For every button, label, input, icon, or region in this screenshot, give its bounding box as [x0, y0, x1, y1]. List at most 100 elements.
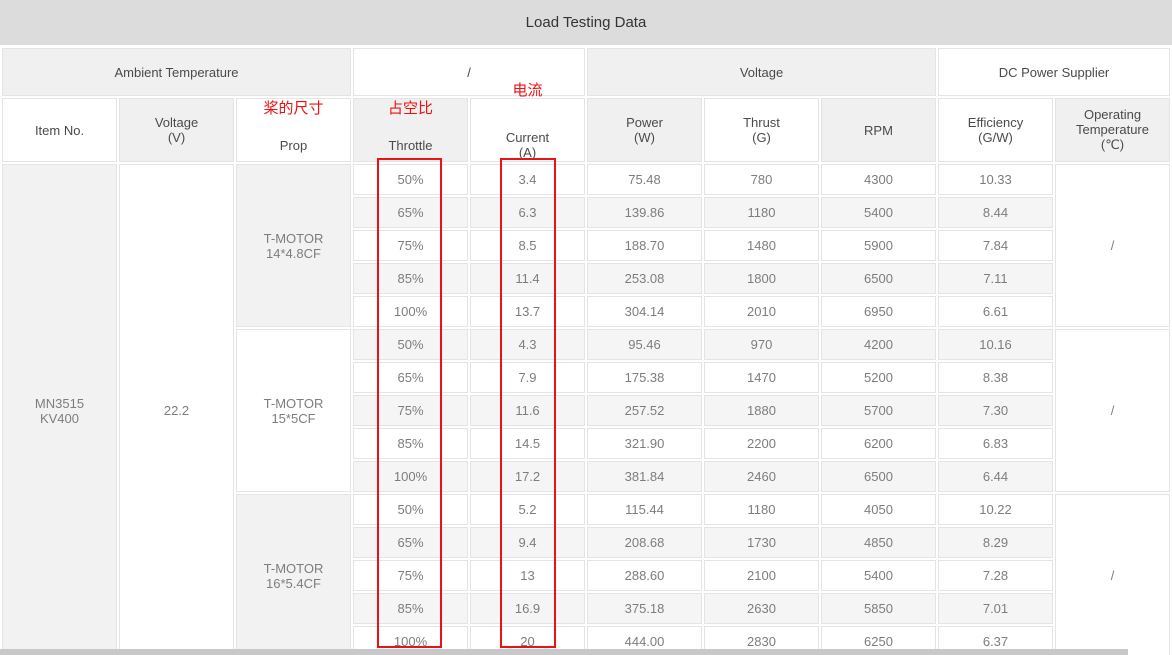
efficiency-cell: 8.29 — [938, 527, 1053, 558]
data-row: 100% 17.2 381.84 2460 6500 6.44 — [2, 461, 1170, 492]
rpm-cell: 5700 — [821, 395, 936, 426]
efficiency-cell: 7.01 — [938, 593, 1053, 624]
table-body: MN3515 KV400 22.2 T-MOTOR 14*4.8CF 50% 3.4 75… — [2, 164, 1170, 655]
throttle-cell: 65% — [353, 197, 468, 228]
rpm-cell: 5200 — [821, 362, 936, 393]
rpm-cell: 5400 — [821, 197, 936, 228]
group-header-ambient-temperature: Ambient Temperature — [2, 48, 351, 96]
efficiency-cell: 6.44 — [938, 461, 1053, 492]
efficiency-cell: 6.61 — [938, 296, 1053, 327]
bottom-scroll-strip — [0, 649, 1128, 655]
power-cell: 288.60 — [587, 560, 702, 591]
efficiency-cell: 7.30 — [938, 395, 1053, 426]
table-header: Ambient Temperature / Voltage DC Power S… — [2, 48, 1170, 162]
group-header-slash: / — [353, 48, 585, 96]
thrust-cell: 970 — [704, 329, 819, 360]
current-cell: 11.6 — [470, 395, 585, 426]
thrust-cell: 1180 — [704, 197, 819, 228]
power-cell: 304.14 — [587, 296, 702, 327]
efficiency-cell: 7.84 — [938, 230, 1053, 261]
efficiency-cell: 6.83 — [938, 428, 1053, 459]
power-cell: 115.44 — [587, 494, 702, 525]
voltage-cell: 22.2 — [119, 164, 234, 655]
throttle-cell: 75% — [353, 230, 468, 261]
annotation-prop-size-cn: 桨的尺寸 — [263, 100, 324, 117]
efficiency-cell: 8.38 — [938, 362, 1053, 393]
data-row: 75% 8.5 188.70 1480 5900 7.84 — [2, 230, 1170, 261]
current-cell: 13 — [470, 560, 585, 591]
prop-cell: T-MOTOR 15*5CF — [236, 329, 351, 492]
power-cell: 188.70 — [587, 230, 702, 261]
thrust-cell: 1800 — [704, 263, 819, 294]
col-header-power: Power (W) — [587, 98, 702, 162]
power-cell: 253.08 — [587, 263, 702, 294]
data-row: 65% 9.4 208.68 1730 4850 8.29 — [2, 527, 1170, 558]
throttle-cell: 100% — [353, 296, 468, 327]
thrust-cell: 2100 — [704, 560, 819, 591]
group-header-row: Ambient Temperature / Voltage DC Power S… — [2, 48, 1170, 96]
efficiency-cell: 10.22 — [938, 494, 1053, 525]
throttle-cell: 100% — [353, 461, 468, 492]
power-cell: 375.18 — [587, 593, 702, 624]
col-header-current-label: Current (A) — [505, 130, 550, 160]
efficiency-cell: 8.44 — [938, 197, 1053, 228]
rpm-cell: 4300 — [821, 164, 936, 195]
rpm-cell: 6200 — [821, 428, 936, 459]
current-cell: 3.4 — [470, 164, 585, 195]
power-cell: 139.86 — [587, 197, 702, 228]
col-header-efficiency: Efficiency (G/W) — [938, 98, 1053, 162]
throttle-cell: 85% — [353, 263, 468, 294]
col-header-rpm: RPM — [821, 98, 936, 162]
group-header-dc-power-supplier: DC Power Supplier — [938, 48, 1170, 96]
power-cell: 257.52 — [587, 395, 702, 426]
current-cell: 17.2 — [470, 461, 585, 492]
col-header-current: 电流 Current (A) — [470, 82, 585, 162]
data-row: 75% 13 288.60 2100 5400 7.28 — [2, 560, 1170, 591]
thrust-cell: 2460 — [704, 461, 819, 492]
thrust-cell: 1470 — [704, 362, 819, 393]
thrust-cell: 2010 — [704, 296, 819, 327]
load-testing-table: Ambient Temperature / Voltage DC Power S… — [0, 46, 1172, 655]
rpm-cell: 5900 — [821, 230, 936, 261]
rpm-cell: 5400 — [821, 560, 936, 591]
data-row: 85% 14.5 321.90 2200 6200 6.83 — [2, 428, 1170, 459]
throttle-cell: 85% — [353, 593, 468, 624]
data-row: 85% 16.9 375.18 2630 5850 7.01 — [2, 593, 1170, 624]
rpm-cell: 4200 — [821, 329, 936, 360]
current-cell: 7.9 — [470, 362, 585, 393]
group-header-voltage: Voltage — [587, 48, 936, 96]
power-cell: 381.84 — [587, 461, 702, 492]
data-row: T-MOTOR 16*5.4CF 50% 5.2 115.44 1180 4050 10.2… — [2, 494, 1170, 655]
data-row: 65% 7.9 175.38 1470 5200 8.38 — [2, 362, 1170, 393]
rpm-cell: 4850 — [821, 527, 936, 558]
annotation-duty-cycle-cn: 占空比 — [387, 100, 433, 117]
col-header-prop-label: Prop — [279, 137, 308, 153]
efficiency-cell: 7.28 — [938, 560, 1053, 591]
red-highlight-box-throttle — [377, 158, 442, 648]
col-header-voltage: Voltage (V) — [119, 98, 234, 162]
data-row: 100% 13.7 304.14 2010 6950 6.61 — [2, 296, 1170, 327]
current-cell: 4.3 — [470, 329, 585, 360]
thrust-cell: 1480 — [704, 230, 819, 261]
efficiency-cell: 10.33 — [938, 164, 1053, 195]
throttle-cell: 75% — [353, 560, 468, 591]
throttle-cell: 50% — [353, 494, 468, 525]
throttle-cell: 50% — [353, 164, 468, 195]
power-cell: 208.68 — [587, 527, 702, 558]
thrust-cell: 2200 — [704, 428, 819, 459]
data-row: 65% 6.3 139.86 1180 5400 8.44 — [2, 197, 1170, 228]
throttle-cell: 65% — [353, 527, 468, 558]
operating-temperature-cell: / — [1055, 329, 1170, 492]
data-row: 85% 11.4 253.08 1800 6500 7.11 — [2, 263, 1170, 294]
current-cell: 5.2 — [470, 494, 585, 525]
current-cell: 8.5 — [470, 230, 585, 261]
current-cell: 13.7 — [470, 296, 585, 327]
rpm-cell: 5850 — [821, 593, 936, 624]
col-header-throttle: 占空比 Throttle — [353, 98, 468, 162]
page-title: Load Testing Data — [0, 0, 1172, 45]
col-header-operating-temperature: Operating Temperature (℃) — [1055, 98, 1170, 162]
rpm-cell: 6500 — [821, 461, 936, 492]
prop-cell: T-MOTOR 14*4.8CF — [236, 164, 351, 327]
rpm-cell: 6950 — [821, 296, 936, 327]
